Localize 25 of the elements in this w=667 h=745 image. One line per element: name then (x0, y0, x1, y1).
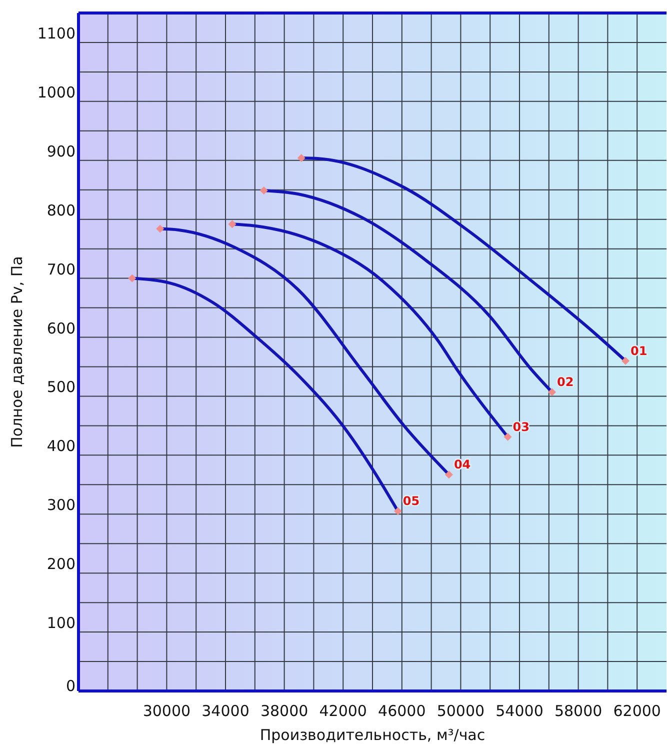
y-tick-label: 1100 (37, 24, 76, 42)
x-tick-label: 54000 (496, 702, 544, 720)
x-tick-label: 34000 (202, 702, 250, 720)
y-tick-label: 0 (66, 677, 76, 695)
y-tick-label: 800 (46, 201, 76, 220)
y-tick-label: 1000 (37, 83, 76, 102)
y-tick-label: 200 (46, 555, 76, 574)
y-tick-label: 300 (46, 496, 76, 514)
x-tick-label: 62000 (613, 702, 661, 720)
series-label: 05 (402, 494, 420, 508)
y-tick-label: 100 (46, 614, 76, 632)
x-tick-label: 50000 (436, 702, 485, 720)
y-tick-label: 600 (46, 319, 76, 338)
y-tick-label: 700 (46, 260, 76, 278)
x-tick-label: 46000 (378, 702, 426, 720)
x-tick-label: 38000 (260, 702, 308, 720)
x-axis-title: Производительность, м³/час (260, 726, 486, 744)
x-tick-label: 30000 (142, 702, 191, 720)
x-tick-label: 42000 (319, 702, 367, 720)
y-tick-label: 900 (46, 142, 76, 160)
y-axis-title: Полное давление Pv, Па (8, 256, 26, 448)
y-tick-label: 400 (46, 437, 76, 456)
y-tick-label: 500 (46, 378, 76, 396)
x-tick-label: 58000 (554, 702, 602, 720)
series-label: 02 (556, 375, 574, 390)
